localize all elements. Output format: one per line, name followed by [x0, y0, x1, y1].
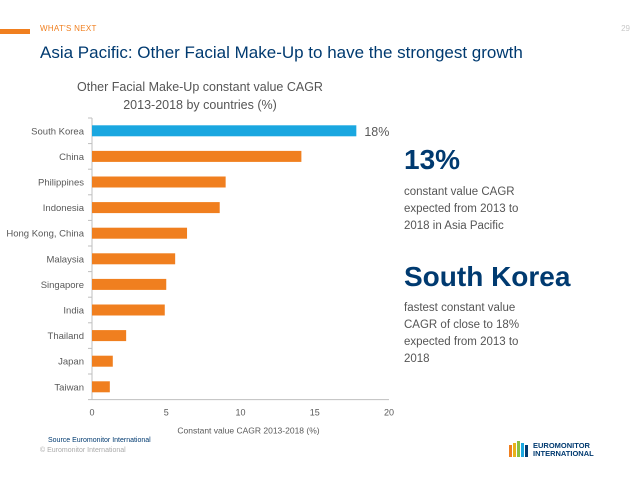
bar — [92, 253, 176, 265]
bar — [92, 304, 165, 316]
category-label: Taiwan — [54, 382, 84, 393]
accent-bar — [0, 29, 30, 34]
category-label: Singapore — [41, 280, 84, 291]
copyright-note: © Euromonitor International — [40, 447, 126, 454]
kpi-text-line: fastest constant value — [404, 302, 516, 314]
category-label: Thailand — [48, 331, 84, 342]
category-label: Philippines — [38, 178, 84, 189]
kpi-text-growth: constant value CAGR expected from 2013 t… — [404, 184, 594, 235]
x-tick-label: 0 — [89, 408, 94, 418]
chart-title-line2: 2013-2018 by countries (%) — [123, 98, 277, 112]
category-label: China — [59, 152, 85, 163]
x-tick-label: 15 — [310, 408, 320, 418]
category-label: Malaysia — [47, 254, 85, 265]
bar — [92, 381, 110, 393]
bar — [92, 150, 302, 162]
kpi-text-country: fastest constant value CAGR of close to … — [404, 300, 594, 368]
category-label: South Korea — [31, 126, 85, 137]
category-label: Japan — [58, 357, 84, 368]
logo-mark-icon — [509, 441, 528, 457]
bar — [92, 278, 167, 290]
kpi-text-line: constant value CAGR — [404, 186, 515, 198]
source-note: Source Euromonitor International — [48, 437, 151, 444]
bar — [92, 330, 127, 342]
page-number: 29 — [621, 24, 630, 33]
category-label: India — [63, 306, 84, 317]
page-title: Asia Pacific: Other Facial Make-Up to ha… — [40, 43, 523, 62]
x-tick-label: 5 — [164, 408, 169, 418]
category-label: Hong Kong, China — [6, 229, 84, 240]
euromonitor-logo: EUROMONITOR INTERNATIONAL — [509, 440, 619, 460]
x-tick-label: 20 — [384, 408, 394, 418]
kpi-text-line: CAGR of close to 18% — [404, 319, 520, 331]
kpi-value-growth: 13% — [404, 144, 461, 175]
bar — [92, 176, 226, 188]
bar-chart: South Korea China Philippines Indonesia Hong… — [6, 117, 394, 435]
logo-line2: INTERNATIONAL — [533, 449, 594, 458]
chart-title-line1: Other Facial Make-Up constant value CAGR — [77, 80, 323, 94]
x-axis-title: Constant value CAGR 2013-2018 (%) — [177, 426, 319, 435]
kpi-value-country: South Korea — [404, 261, 571, 292]
kpi-text-line: 2018 — [404, 353, 430, 365]
logo-line1: EUROMONITOR — [533, 441, 590, 450]
kpi-text-line: 2018 in Asia Pacific — [404, 220, 504, 232]
bar — [92, 125, 357, 137]
x-tick-label: 10 — [235, 408, 245, 418]
logo-text: EUROMONITOR INTERNATIONAL — [533, 442, 594, 458]
bar — [92, 355, 113, 367]
bar — [92, 227, 188, 239]
data-label: 18% — [364, 125, 389, 139]
kpi-text-line: expected from 2013 to — [404, 203, 519, 215]
category-label: Indonesia — [43, 203, 85, 214]
chart-title: Other Facial Make-Up constant value CAGR… — [40, 78, 360, 114]
kpi-text-line: expected from 2013 to — [404, 336, 519, 348]
section-label: WHAT'S NEXT — [40, 24, 97, 33]
bar — [92, 202, 220, 214]
